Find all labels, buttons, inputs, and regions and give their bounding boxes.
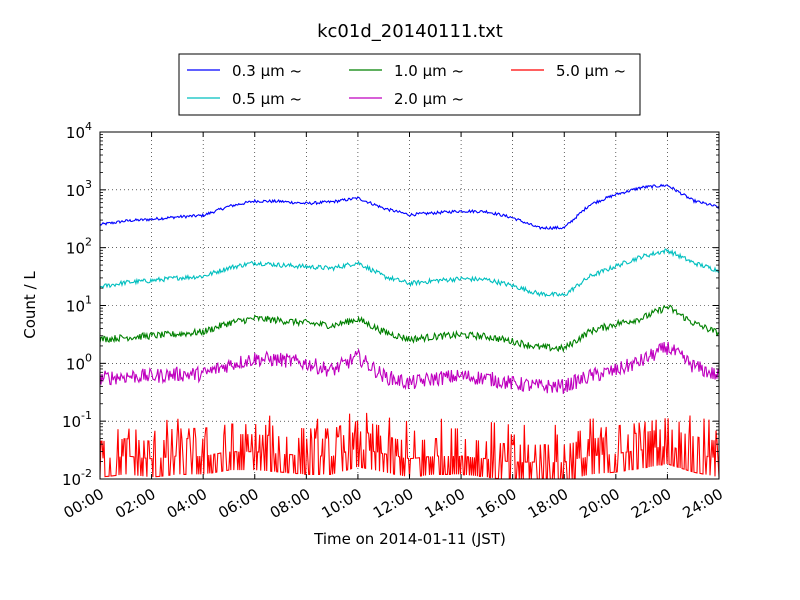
grid (100, 132, 719, 479)
legend-label: 2.0 μm ~ (394, 90, 464, 108)
x-tick-label: 16:00 (473, 485, 519, 522)
y-tick-labels: 10-2 10-1 100 101 102 103 104 (62, 120, 92, 489)
x-tick-label: 06:00 (215, 485, 261, 522)
series-line (99, 412, 720, 480)
legend: 0.3 μm ~ 0.5 μm ~ 1.0 μm ~ 2.0 μm ~ 5.0 μm ~ (178, 53, 641, 116)
x-tick-label: 04:00 (164, 485, 210, 522)
x-tick-label: 24:00 (680, 485, 726, 522)
x-tick-label: 00:00 (61, 485, 107, 522)
legend-label: 1.0 μm ~ (394, 62, 464, 80)
y-tick-label: 101 (66, 294, 92, 316)
series-line (99, 304, 720, 353)
x-tick-label: 18:00 (525, 485, 571, 522)
series-line (99, 248, 720, 298)
x-tick-label: 12:00 (370, 485, 416, 522)
axis-ticks (99, 131, 720, 480)
x-axis-label: Time on 2014-01-11 (JST) (313, 530, 506, 548)
legend-label: 0.3 μm ~ (232, 62, 302, 80)
x-tick-labels: 00:00 02:00 04:00 06:00 08:00 10:00 12:00 14:00… (61, 485, 726, 522)
series-line (99, 183, 720, 231)
x-tick-label: 20:00 (576, 485, 622, 522)
y-tick-label: 103 (66, 178, 92, 200)
legend-frame (178, 53, 641, 116)
y-axis-label: Count / L (21, 271, 39, 339)
y-tick-label: 102 (66, 236, 92, 258)
x-tick-label: 22:00 (628, 485, 674, 522)
y-tick-label: 10-2 (62, 467, 92, 489)
series-line (99, 341, 720, 394)
chart-title: kc01d_20140111.txt (317, 21, 503, 42)
x-tick-label: 02:00 (112, 485, 158, 522)
x-tick-label: 14:00 (422, 485, 468, 522)
y-tick-label: 10-1 (62, 409, 92, 431)
legend-label: 0.5 μm ~ (232, 90, 302, 108)
y-tick-label: 104 (66, 120, 92, 142)
x-tick-label: 08:00 (267, 485, 313, 522)
y-tick-label: 100 (66, 351, 92, 373)
legend-label: 5.0 μm ~ (556, 62, 626, 80)
x-tick-label: 10:00 (318, 485, 364, 522)
